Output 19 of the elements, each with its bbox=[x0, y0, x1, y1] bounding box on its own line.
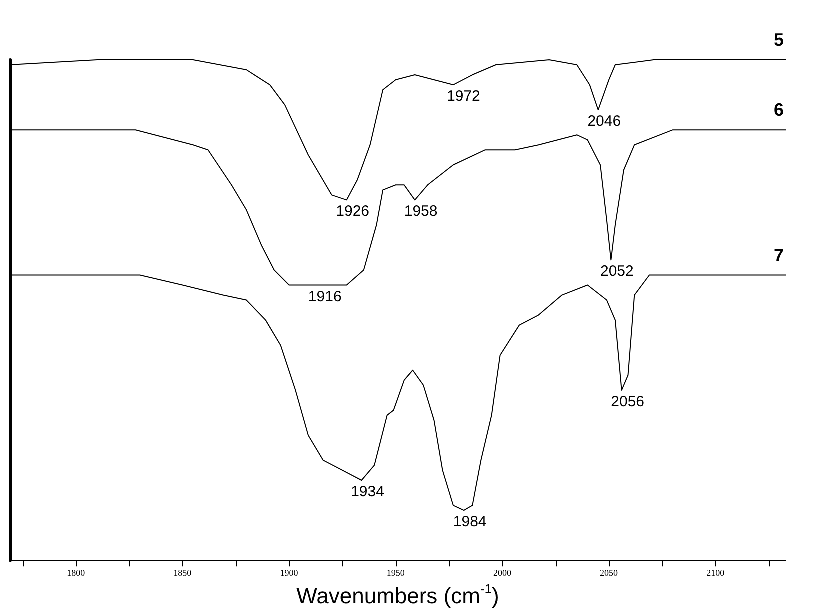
annotation: 1958 bbox=[404, 203, 438, 220]
series-label: 6 bbox=[774, 100, 784, 120]
x-tick-label: 1950 bbox=[386, 568, 406, 578]
annotation: 1926 bbox=[336, 203, 370, 220]
annotation: 2052 bbox=[600, 263, 634, 280]
annotation: 1972 bbox=[447, 88, 480, 106]
x-tick-label: 1850 bbox=[174, 568, 192, 578]
x-tick-label: 1900 bbox=[280, 568, 299, 578]
series-label: 5 bbox=[774, 30, 784, 50]
x-tick-label: 1800 bbox=[67, 568, 86, 578]
x-tick-label: 2000 bbox=[493, 568, 512, 578]
annotation: 2056 bbox=[611, 393, 645, 410]
annotation: 1984 bbox=[453, 514, 487, 531]
annotation: 1934 bbox=[351, 484, 384, 501]
x-tick-label: 2100 bbox=[706, 568, 726, 578]
x-tick-label: 2050 bbox=[600, 568, 619, 578]
series-label: 7 bbox=[774, 245, 784, 266]
annotation: 1916 bbox=[308, 288, 342, 306]
annotation: 2046 bbox=[588, 113, 622, 130]
